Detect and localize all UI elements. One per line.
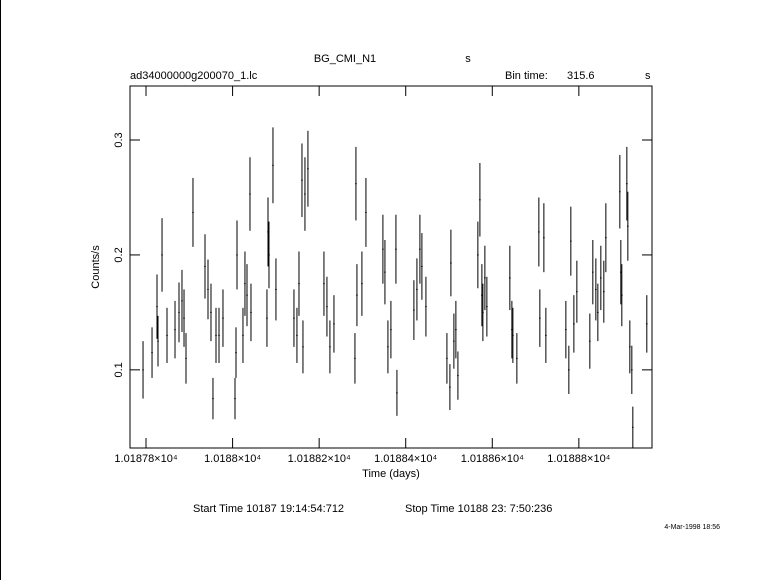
x-tick-label: 1.01878×10⁴ (114, 453, 177, 465)
x-tick-label: 1.0188×10⁴ (204, 453, 261, 465)
bin-time: 315.6 (567, 70, 595, 82)
y-tick-label: 0.1 (113, 362, 125, 377)
plot-date: 4-Mar-1998 18:56 (664, 524, 720, 531)
y-axis-label: Counts/s (90, 245, 102, 289)
x-axis-label: Time (days) (362, 468, 420, 480)
file-name: ad34000000g200070_1.lc (130, 70, 258, 82)
bin-time-label: Bin time: (505, 70, 548, 82)
x-tick-label: 1.01886×10⁴ (461, 453, 524, 465)
y-tick-label: 0.3 (113, 132, 125, 147)
start-time: Start Time 10187 19:14:54:712 (193, 503, 344, 515)
bin-time-unit: s (645, 70, 651, 82)
x-tick-label: 1.01884×10⁴ (374, 453, 437, 465)
y-tick-label: 0.2 (113, 247, 125, 262)
x-tick-label: 1.01882×10⁴ (288, 453, 351, 465)
plot-frame (129, 85, 653, 449)
stop-time: Stop Time 10188 23: 7:50:236 (405, 503, 552, 515)
x-tick-label: 1.01888×10⁴ (547, 453, 610, 465)
title-unit: s (465, 53, 471, 65)
chart-title: BG_CMI_N1 (314, 53, 376, 65)
